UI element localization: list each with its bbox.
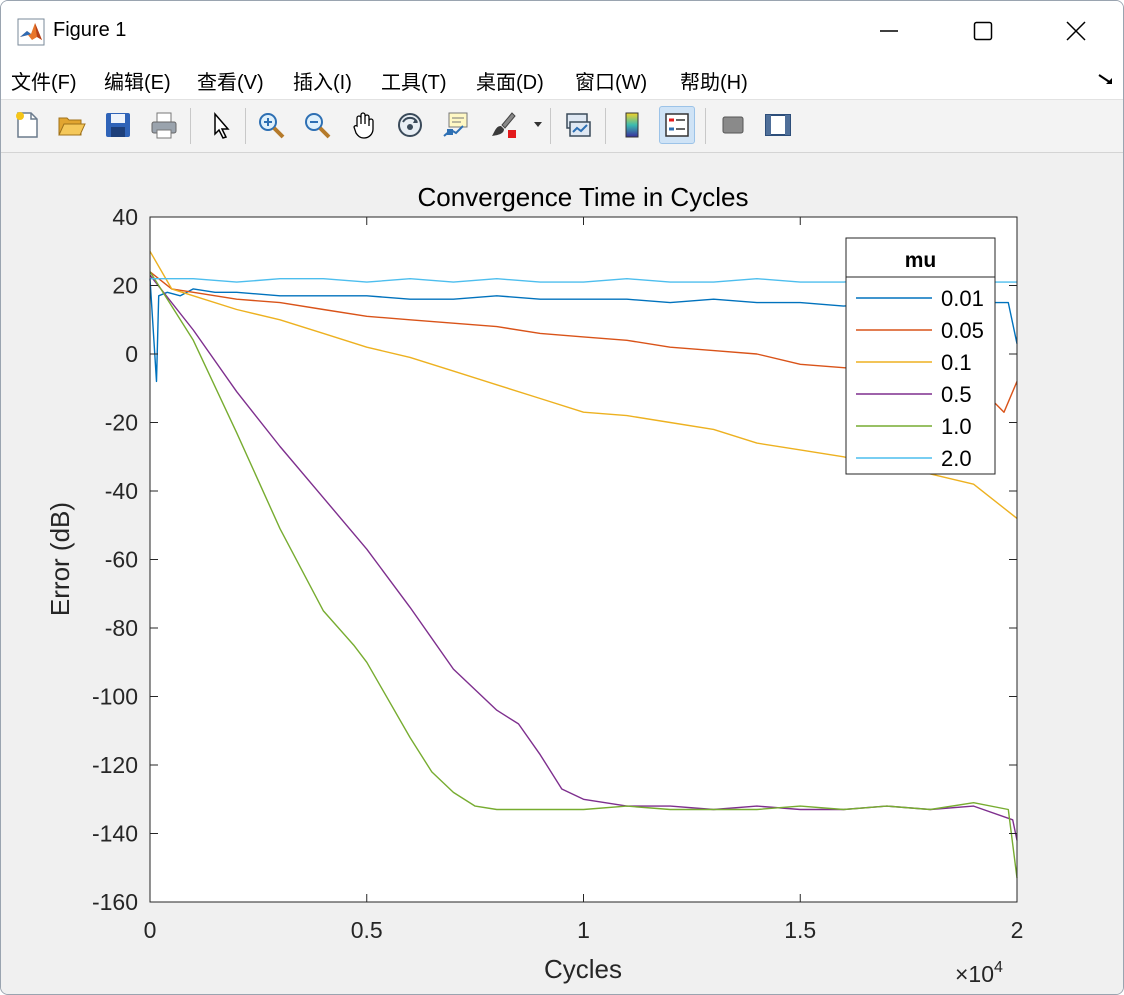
show-plot-tools-icon: [765, 114, 791, 136]
zoom-out-icon: [305, 113, 331, 139]
brush-button[interactable]: [485, 106, 521, 144]
x-exponent-power: 4: [994, 959, 1003, 976]
matlab-logo-icon: [17, 18, 45, 46]
menu-window[interactable]: 窗口(W): [575, 72, 648, 94]
chart-title: Convergence Time in Cycles: [418, 182, 749, 212]
y-tick-label: -120: [92, 752, 138, 778]
figure-canvas: 0 0.5 1 1.5 2 40 20 0 -20 -40 -60 -80 -100 -120 -140 -1…: [1, 153, 1123, 994]
maximize-button[interactable]: [937, 1, 1029, 61]
menu-desktop[interactable]: 桌面(D): [476, 72, 544, 94]
pointer-arrow-icon: [214, 111, 230, 139]
x-exponent-base: ×10: [955, 961, 994, 987]
legend-frame: [845, 237, 996, 475]
zoom-in-button[interactable]: [253, 106, 289, 144]
y-tick-label: -80: [105, 615, 138, 641]
x-axis-label: Cycles: [544, 954, 622, 984]
y-tick-label: -60: [105, 547, 138, 573]
legend-icon: [665, 113, 689, 137]
link-plot-button[interactable]: [560, 106, 596, 144]
data-cursor-button[interactable]: [438, 106, 474, 144]
maximize-icon: [973, 21, 993, 41]
edit-plot-button[interactable]: [202, 106, 238, 144]
figure-toolbar: [1, 100, 1123, 153]
y-axis-label: Error (dB): [45, 502, 75, 616]
chart: 0 0.5 1 1.5 2 40 20 0 -20 -40 -60 -80 -100 -120 -140 -1…: [45, 182, 1024, 987]
y-tick-label: -160: [92, 889, 138, 915]
menu-insert[interactable]: 插入(I): [293, 72, 352, 94]
print-button[interactable]: [146, 106, 182, 144]
y-tick-label: 0: [125, 341, 138, 367]
menu-edit[interactable]: 编辑(E): [104, 72, 171, 94]
zoom-out-button[interactable]: [299, 106, 335, 144]
menu-help[interactable]: 帮助(H): [680, 72, 748, 94]
hide-plot-tools-icon: [722, 116, 744, 134]
new-file-icon: [16, 112, 38, 138]
hide-plot-tools-button[interactable]: [715, 106, 751, 144]
pan-hand-icon: [353, 112, 374, 139]
x-tick-label: 1.5: [784, 917, 816, 943]
legend-title: mu: [905, 249, 937, 272]
legend-entry-label: 0.1: [941, 350, 972, 375]
close-icon: [1066, 21, 1086, 41]
title-bar: Figure 1: [1, 1, 1123, 61]
window-title: Figure 1: [53, 19, 127, 41]
legend-entry-label: 0.01: [941, 286, 984, 311]
save-button[interactable]: [100, 106, 136, 144]
x-tick-label: 2: [1011, 917, 1024, 943]
pan-button[interactable]: [346, 106, 382, 144]
floppy-disk-icon: [106, 113, 130, 137]
x-tick-label: 0.5: [351, 917, 383, 943]
folder-open-icon: [58, 117, 86, 136]
legend-entry-label: 0.5: [941, 382, 972, 407]
x-tick-label: 0: [144, 917, 157, 943]
colorbar-button[interactable]: [614, 106, 650, 144]
x-tick-label: 1: [577, 917, 590, 943]
y-tick-label: 40: [112, 204, 138, 230]
show-plot-tools-button[interactable]: [760, 106, 796, 144]
new-figure-button[interactable]: [9, 106, 45, 144]
brush-icon: [492, 112, 516, 138]
y-tick-label: 20: [112, 273, 138, 299]
minimize-icon: [880, 30, 898, 32]
close-button[interactable]: [1030, 1, 1122, 61]
series-line-mu-1.0: [149, 271, 1018, 879]
legend[interactable]: mu0.01 0.05 0.1 0.5 1.0 2.0: [845, 237, 996, 475]
rotate-3d-icon: [398, 113, 422, 137]
y-tick-label: -100: [92, 684, 138, 710]
open-file-button[interactable]: [53, 106, 89, 144]
colorbar-icon: [625, 112, 639, 138]
menu-view[interactable]: 查看(V): [197, 72, 264, 94]
y-tick-label: -20: [105, 410, 138, 436]
y-tick-label: -40: [105, 478, 138, 504]
minimize-button[interactable]: [843, 1, 935, 61]
brush-dropdown-icon[interactable]: [533, 121, 543, 129]
legend-entry-label: 1.0: [941, 414, 972, 439]
link-plot-icon: [566, 113, 591, 137]
zoom-in-icon: [259, 113, 285, 139]
menu-bar: 文件(F) 编辑(E) 查看(V) 插入(I) 工具(T) 桌面(D) 窗口(W…: [1, 61, 1123, 100]
rotate-3d-button[interactable]: [392, 106, 428, 144]
y-tick-label: -140: [92, 821, 138, 847]
menu-file[interactable]: 文件(F): [11, 72, 77, 94]
legend-entry-label: 0.05: [941, 318, 984, 343]
menu-tools[interactable]: 工具(T): [381, 72, 447, 94]
legend-entry-label: 2.0: [941, 446, 972, 471]
data-tip-icon: [443, 112, 468, 137]
dock-arrow-icon[interactable]: [1097, 73, 1115, 87]
legend-button[interactable]: [659, 106, 695, 144]
x-exponent-label: ×104: [955, 959, 1003, 987]
printer-icon: [151, 112, 177, 139]
